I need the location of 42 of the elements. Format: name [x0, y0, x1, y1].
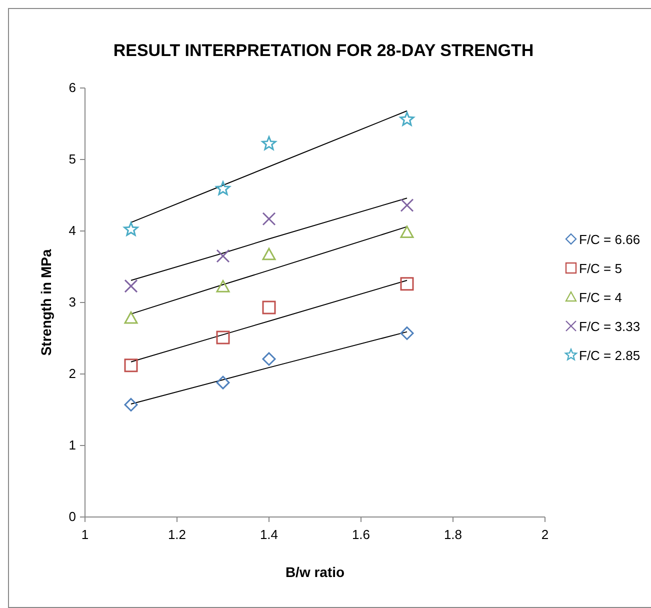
y-tick-label: 1	[68, 438, 76, 452]
legend-label: F/C = 5	[579, 261, 622, 276]
point	[216, 376, 230, 390]
point	[124, 311, 138, 324]
point	[400, 326, 414, 340]
point	[124, 398, 138, 412]
y-tick-label: 5	[68, 152, 76, 166]
point	[216, 181, 230, 196]
x-tick-label: 1.4	[260, 527, 278, 542]
x-tick-label: 2	[541, 527, 549, 542]
point	[262, 352, 276, 366]
legend-label: F/C = 6.66	[579, 232, 640, 247]
point	[400, 198, 414, 212]
chart-title: RESULT INTERPRETATION FOR 28-DAY STRENGTH	[113, 41, 534, 60]
x-tick-label: 1.8	[444, 527, 462, 542]
point	[216, 280, 230, 292]
point	[124, 279, 138, 293]
point	[124, 222, 138, 236]
x-tick-label: 1	[81, 527, 89, 542]
legend-label: F/C = 4	[579, 290, 622, 305]
y-tick-label: 4	[68, 223, 76, 238]
point	[400, 226, 414, 238]
legend-label: F/C = 2.85	[579, 348, 640, 363]
point	[262, 248, 276, 260]
x-axis-title: B/w ratio	[285, 564, 345, 580]
y-tick-label: 0	[68, 509, 76, 524]
point	[400, 112, 414, 126]
point	[262, 212, 276, 226]
y-axis-title: Strength in MPa	[38, 249, 54, 356]
line-series	[130, 198, 408, 281]
x-tick-label: 1.2	[168, 527, 186, 542]
x-tick-label: 1.6	[352, 527, 370, 542]
point	[400, 277, 414, 291]
y-tick-label: 3	[68, 294, 76, 310]
point	[216, 330, 230, 344]
point	[262, 300, 276, 314]
y-tick-label: 2	[68, 366, 76, 381]
point	[124, 358, 138, 372]
point	[262, 136, 276, 150]
legend-label: F/C = 3.33	[579, 319, 640, 334]
point	[216, 249, 230, 263]
y-tick-label: 6	[68, 80, 76, 95]
